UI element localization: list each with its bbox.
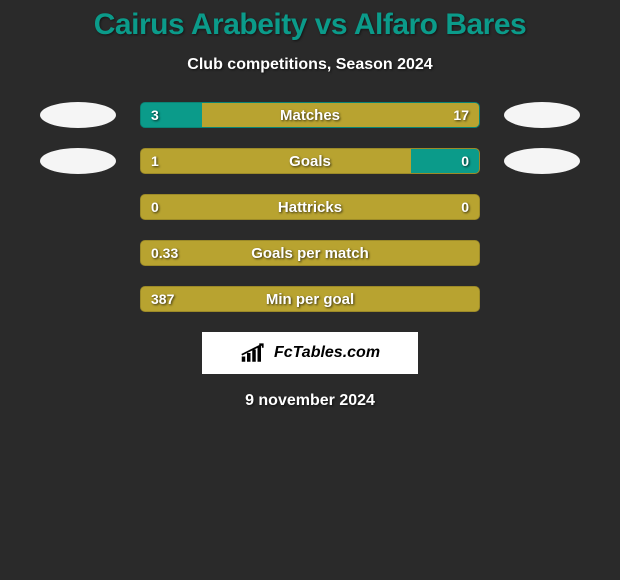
stat-bar: 00Hattricks bbox=[140, 194, 480, 220]
bar-segment-left bbox=[141, 241, 479, 265]
brand-logo[interactable]: FcTables.com bbox=[202, 332, 418, 374]
bar-segment-left bbox=[141, 287, 479, 311]
bar-segment-left bbox=[141, 195, 479, 219]
stat-row: 317Matches bbox=[0, 102, 620, 128]
chart-icon bbox=[240, 341, 268, 365]
stat-bar: 387Min per goal bbox=[140, 286, 480, 312]
stat-rows: 317Matches 10Goals 00Hattricks 0.33Goals pe… bbox=[0, 102, 620, 312]
bar-segment-left bbox=[141, 149, 411, 173]
date-label: 9 november 2024 bbox=[0, 392, 620, 410]
page-title: Cairus Arabeity vs Alfaro Bares bbox=[0, 8, 620, 42]
bar-segment-right bbox=[411, 149, 479, 173]
stat-row: 10Goals bbox=[0, 148, 620, 174]
player-avatar-left bbox=[40, 148, 116, 174]
bar-segment-right bbox=[202, 103, 479, 127]
subtitle: Club competitions, Season 2024 bbox=[0, 56, 620, 74]
stat-row: 00Hattricks bbox=[0, 194, 620, 220]
player-avatar-left bbox=[40, 102, 116, 128]
comparison-widget: Cairus Arabeity vs Alfaro Bares Club com… bbox=[0, 0, 620, 410]
stat-row: 387Min per goal bbox=[0, 286, 620, 312]
stat-bar: 0.33Goals per match bbox=[140, 240, 480, 266]
logo-text: FcTables.com bbox=[274, 344, 380, 362]
stat-bar: 10Goals bbox=[140, 148, 480, 174]
player-avatar-right bbox=[504, 102, 580, 128]
player-avatar-right bbox=[504, 148, 580, 174]
stat-bar: 317Matches bbox=[140, 102, 480, 128]
bar-segment-left bbox=[141, 103, 202, 127]
stat-row: 0.33Goals per match bbox=[0, 240, 620, 266]
